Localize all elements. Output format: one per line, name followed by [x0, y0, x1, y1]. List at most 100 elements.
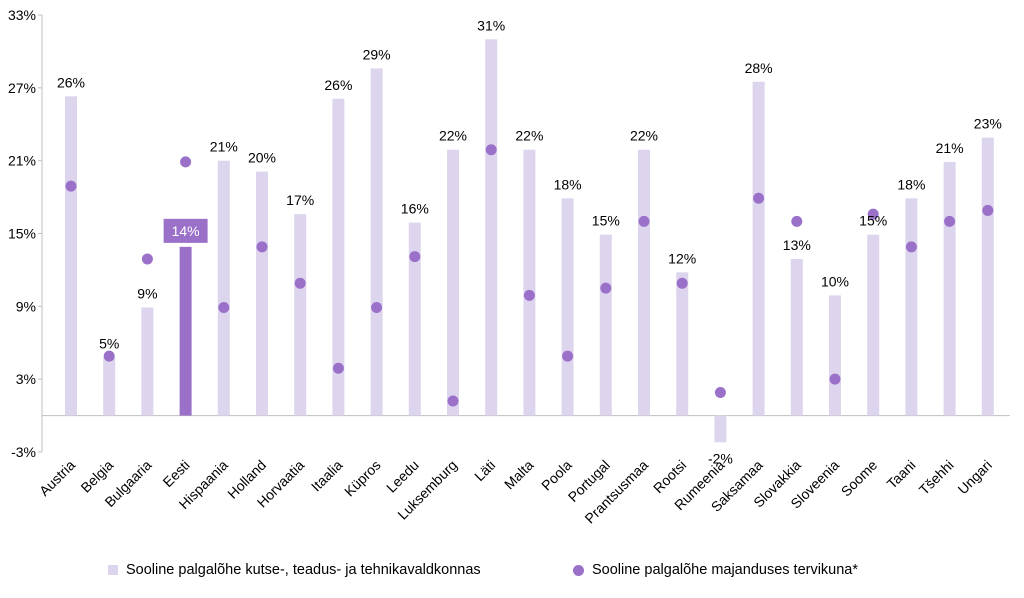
- data-label-küpros: 29%: [363, 46, 391, 62]
- category-label-soome: Soome: [838, 457, 881, 500]
- data-label-bulgaaria: 9%: [137, 286, 157, 302]
- category-label-eesti: Eesti: [159, 457, 192, 490]
- bar-series: [65, 39, 994, 443]
- bar-belgia: [103, 357, 116, 416]
- dot-series: [65, 144, 994, 407]
- category-label-küpros: Küpros: [341, 457, 384, 500]
- data-label-ungari: 23%: [974, 116, 1002, 132]
- dot-luksemburg: [447, 395, 459, 407]
- data-label-malta: 22%: [515, 128, 543, 144]
- legend-bar-swatch: [108, 565, 118, 575]
- dot-taani: [905, 241, 917, 253]
- data-label-soome: 15%: [859, 213, 887, 229]
- category-label-malta: Malta: [501, 457, 537, 493]
- bar-portugal: [599, 234, 612, 416]
- data-label-tšehhi: 21%: [936, 140, 964, 156]
- data-label-rootsi: 12%: [668, 250, 696, 266]
- bar-ungari: [981, 137, 994, 416]
- data-label-läti: 31%: [477, 17, 505, 33]
- highlight-label-box: [163, 218, 208, 243]
- dot-soome: [867, 208, 879, 220]
- legend-dot-label: Sooline palgalõhe majanduses tervikuna*: [592, 562, 859, 578]
- data-label-slovakkia: 13%: [783, 237, 811, 253]
- dot-küpros: [371, 302, 383, 314]
- bar-tšehhi: [943, 161, 956, 416]
- bar-läti: [485, 39, 498, 416]
- legend-item-dot: Sooline palgalõhe majanduses tervikuna*: [573, 562, 858, 578]
- dot-itaalia: [332, 362, 344, 374]
- dot-slovakkia: [791, 215, 803, 227]
- data-label-austria: 26%: [57, 74, 85, 90]
- data-label-prantsusmaa: 22%: [630, 128, 658, 144]
- dot-horvaatia: [294, 277, 306, 289]
- dot-poola: [562, 350, 574, 362]
- bar-malta: [523, 149, 536, 416]
- bar-leedu: [408, 222, 421, 416]
- y-tick-label: 21%: [8, 153, 36, 169]
- y-tick-label: 9%: [16, 298, 36, 314]
- dot-ungari: [982, 204, 994, 216]
- dot-malta: [523, 289, 535, 301]
- dot-eesti: [180, 156, 192, 168]
- dot-holland: [256, 241, 268, 253]
- y-tick-label: -3%: [11, 444, 36, 460]
- bar-slovakkia: [790, 258, 803, 416]
- bar-saksamaa: [752, 81, 765, 416]
- dot-leedu: [409, 251, 421, 263]
- legend-dot-swatch: [573, 564, 584, 576]
- data-label-belgia: 5%: [99, 335, 119, 351]
- bar-horvaatia: [294, 214, 307, 416]
- dot-bulgaaria: [141, 253, 153, 265]
- bar-hispaania: [217, 160, 230, 416]
- bar-eesti: [179, 246, 192, 416]
- data-label-poola: 18%: [554, 176, 582, 192]
- y-tick-label: 3%: [16, 371, 36, 387]
- data-label-hispaania: 21%: [210, 139, 238, 155]
- bar-luksemburg: [447, 149, 459, 416]
- data-label-saksamaa: 28%: [745, 60, 773, 76]
- legend: Sooline palgalõhe kutse-, teadus- ja teh…: [0, 562, 1024, 588]
- data-label-leedu: 16%: [401, 201, 429, 217]
- bar-taani: [905, 198, 918, 416]
- y-tick-label: 33%: [8, 7, 36, 23]
- category-label-ungari: Ungari: [954, 457, 994, 497]
- legend-bar-label: Sooline palgalõhe kutse-, teadus- ja teh…: [126, 562, 481, 578]
- dot-hispaania: [218, 302, 230, 314]
- bar-sloveenia: [829, 295, 841, 416]
- bar-poola: [561, 198, 574, 416]
- dot-portugal: [600, 282, 612, 294]
- y-tick-label: 15%: [8, 226, 36, 242]
- data-label-taani: 18%: [897, 176, 925, 192]
- dot-prantsusmaa: [638, 215, 650, 227]
- dot-austria: [65, 180, 77, 192]
- category-label-itaalia: Itaalia: [308, 457, 346, 495]
- dot-tšehhi: [944, 215, 956, 227]
- chart-axes: -3% 3% 9% 15% 21% 27% 33%: [8, 7, 1010, 460]
- data-label-rumeenia: -2%: [708, 450, 733, 466]
- dot-rumeenia: [714, 387, 726, 399]
- category-label-tšehhi: Tšehhi: [916, 457, 957, 498]
- data-label-eesti: 14%: [172, 223, 200, 239]
- data-label-portugal: 15%: [592, 213, 620, 229]
- category-label-taani: Taani: [884, 457, 919, 492]
- data-label-sloveenia: 10%: [821, 273, 849, 289]
- legend-item-bar: Sooline palgalõhe kutse-, teadus- ja teh…: [108, 562, 481, 578]
- bar-prantsusmaa: [638, 149, 650, 416]
- bar-itaalia: [332, 98, 345, 416]
- bar-soome: [867, 234, 880, 416]
- data-label-horvaatia: 17%: [286, 192, 314, 208]
- bar-holland: [256, 171, 268, 416]
- category-label-austria: Austria: [36, 457, 78, 499]
- dot-saksamaa: [753, 192, 765, 204]
- y-tick-label: 27%: [8, 80, 36, 96]
- dot-belgia: [103, 350, 115, 362]
- data-label-itaalia: 26%: [324, 77, 352, 93]
- dot-sloveenia: [829, 373, 841, 385]
- bar-austria: [65, 96, 77, 416]
- data-labels: 26% 5% 9% 14% 21% 20% 17% 26% 29% 16% 22% 31% 22% 18%…: [57, 17, 1002, 466]
- dot-rootsi: [676, 277, 688, 289]
- bar-bulgaaria: [141, 307, 154, 416]
- bar-küpros: [370, 68, 383, 416]
